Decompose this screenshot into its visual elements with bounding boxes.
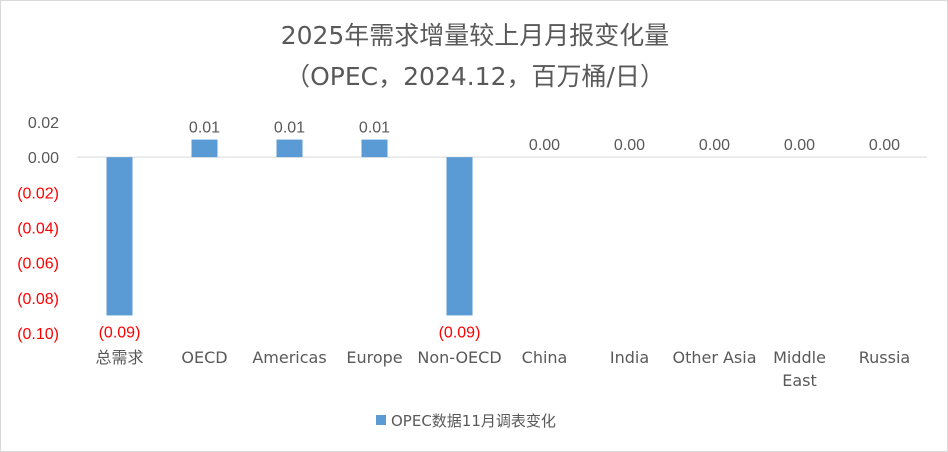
y-tick-label: (0.06) xyxy=(17,256,59,273)
y-tick-label: (0.08) xyxy=(17,291,59,308)
data-label: 0.01 xyxy=(189,120,220,137)
legend-swatch xyxy=(376,415,386,425)
bar[interactable] xyxy=(276,139,303,158)
chart-title: 2025年需求增量较上月月报变化量 xyxy=(281,21,670,50)
y-tick-label: 0.02 xyxy=(28,115,59,132)
y-tick-label: (0.10) xyxy=(17,326,59,343)
category-label: OECD xyxy=(181,348,227,367)
category-label: Europe xyxy=(346,348,402,367)
chart-subtitle: （OPEC，2024.12，百万桶/日） xyxy=(285,62,665,91)
data-label: (0.09) xyxy=(439,324,481,341)
legend[interactable]: OPEC数据11月调表变化 xyxy=(376,412,556,430)
bar-series xyxy=(106,139,473,316)
data-labels: (0.09) 0.01 0.01 0.01 (0.09) 0.00 0.00 0.00 0.00… xyxy=(99,120,901,342)
category-label: 总需求 xyxy=(95,348,143,367)
data-label: (0.09) xyxy=(99,324,141,341)
data-label: 0.01 xyxy=(359,120,390,137)
y-tick-label: (0.04) xyxy=(17,221,59,238)
data-label: 0.00 xyxy=(869,137,900,154)
data-label: 0.00 xyxy=(784,137,815,154)
data-label: 0.00 xyxy=(614,137,645,154)
data-label: 0.00 xyxy=(529,137,560,154)
category-label: Other Asia xyxy=(672,348,756,367)
category-label: East xyxy=(782,371,817,390)
chart-title-group: 2025年需求增量较上月月报变化量 （OPEC，2024.12，百万桶/日） xyxy=(281,21,670,91)
category-label: India xyxy=(610,348,649,367)
category-label: Middle xyxy=(773,348,826,367)
bar[interactable] xyxy=(361,139,388,158)
category-label: Non-OECD xyxy=(417,348,501,367)
category-label: Russia xyxy=(859,348,910,367)
category-label: China xyxy=(522,348,568,367)
bar[interactable] xyxy=(106,157,133,316)
y-axis: 0.02 0.00 (0.02) (0.04) (0.06) (0.08) (0.10) xyxy=(17,115,59,343)
bar[interactable] xyxy=(191,139,218,158)
y-tick-label: (0.02) xyxy=(17,185,59,202)
data-label: 0.00 xyxy=(699,137,730,154)
x-axis: 总需求 OECD Americas Europe Non-OECD China India O… xyxy=(95,348,910,390)
bar[interactable] xyxy=(446,157,473,316)
y-tick-label: 0.00 xyxy=(28,150,59,167)
data-label: 0.01 xyxy=(274,120,305,137)
legend-label: OPEC数据11月调表变化 xyxy=(391,412,556,430)
category-label: Americas xyxy=(252,348,326,367)
